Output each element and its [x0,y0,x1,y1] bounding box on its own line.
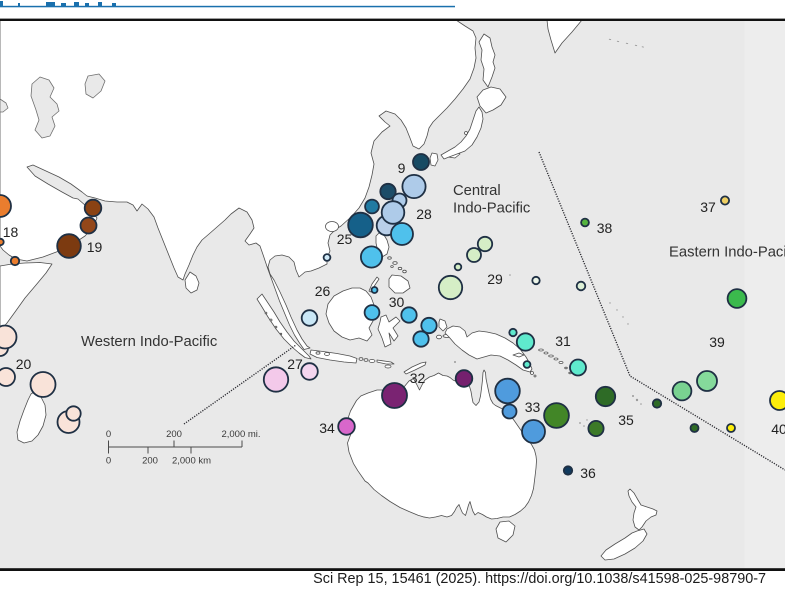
svg-text:Eastern Indo-Pacific: Eastern Indo-Pacific [669,245,785,261]
svg-text:27: 27 [287,356,303,372]
svg-text:Western Indo-Pacific: Western Indo-Pacific [81,334,218,350]
svg-text:2,000 mi.: 2,000 mi. [221,429,260,440]
svg-text:18: 18 [3,224,19,240]
svg-text:9: 9 [398,160,406,176]
svg-text:29: 29 [487,271,503,287]
svg-text:200: 200 [166,429,182,440]
svg-text:30: 30 [389,294,405,310]
svg-text:32: 32 [410,370,426,386]
svg-text:Central: Central [453,183,501,199]
svg-text:0: 0 [106,429,111,440]
svg-text:33: 33 [525,399,541,415]
svg-text:19: 19 [87,239,103,255]
svg-text:36: 36 [580,465,596,481]
svg-text:31: 31 [555,333,571,349]
svg-text:Sci Rep 15, 15461 (2025). http: Sci Rep 15, 15461 (2025). https://doi.or… [313,571,766,587]
svg-text:35: 35 [618,412,634,428]
svg-text:0: 0 [106,456,111,467]
svg-text:28: 28 [416,206,432,222]
svg-text:200: 200 [142,456,158,467]
svg-text:39: 39 [709,334,725,350]
svg-text:20: 20 [16,356,32,372]
svg-text:40: 40 [771,421,785,437]
svg-text:34: 34 [319,420,335,436]
svg-text:2,000 km: 2,000 km [172,456,211,467]
svg-text:Indo-Pacific: Indo-Pacific [453,201,531,217]
svg-text:25: 25 [337,231,353,247]
svg-text:26: 26 [315,283,331,299]
svg-text:38: 38 [597,220,613,236]
svg-text:37: 37 [700,199,716,215]
